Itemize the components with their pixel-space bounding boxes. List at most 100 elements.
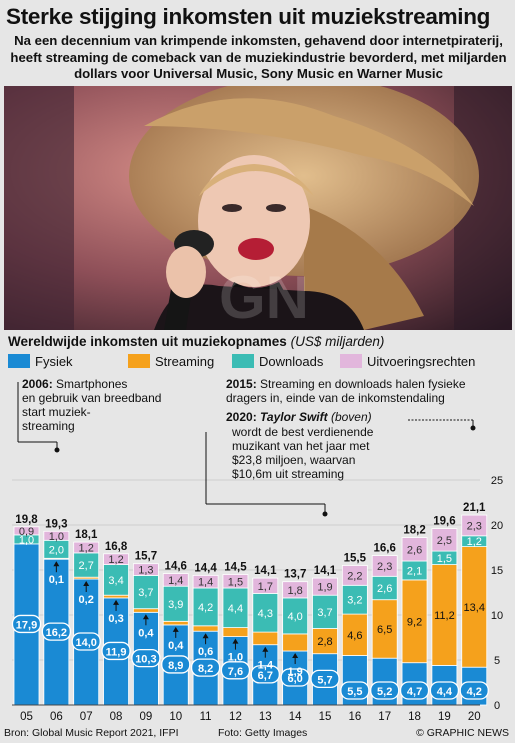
streaming-label-16: 4,6 — [347, 630, 362, 642]
legend-swatch-uitvoering — [340, 354, 362, 368]
total-label-09: 15,7 — [135, 551, 157, 563]
fysiek-label-15: 5,7 — [317, 674, 332, 686]
fysiek-label-05: 17,9 — [16, 619, 37, 631]
annotation-2006-line-1: en gebruik van breedband — [22, 391, 161, 405]
bar-uitvoering-16 — [341, 565, 368, 586]
singer-photo: GN — [4, 86, 512, 330]
uitvoering-label-09: 1,3 — [138, 565, 153, 577]
downloads-label-11: 4,2 — [198, 602, 213, 614]
bar-streaming-12 — [222, 627, 249, 638]
fysiek-pill-08 — [101, 641, 131, 661]
fysiek-pill-12 — [220, 661, 251, 680]
x-tick-05: 05 — [20, 711, 33, 723]
x-tick-13: 13 — [259, 711, 272, 723]
streaming-arrow-09 — [142, 614, 149, 620]
fysiek-pill-09 — [131, 648, 161, 668]
bar-uitvoering-07 — [73, 541, 100, 554]
streaming-arrow-10 — [172, 626, 179, 632]
x-tick-09: 09 — [140, 711, 153, 723]
streaming-label-20: 13,4 — [464, 602, 485, 614]
y-tick-25: 25 — [491, 475, 503, 487]
brand-credit: © GRAPHIC NEWS — [416, 727, 509, 739]
annotation-2006-dot — [54, 447, 60, 453]
uitvoering-label-10: 1,4 — [168, 575, 183, 587]
uitvoering-label-20: 2,3 — [467, 520, 482, 532]
fysiek-label-18: 4,7 — [407, 686, 422, 698]
fysiek-label-14: 6,0 — [288, 673, 303, 685]
fysiek-label-17: 5,2 — [377, 686, 392, 698]
total-label-17: 16,6 — [374, 543, 396, 555]
streaming-arrow-12 — [232, 638, 239, 644]
downloads-label-05: 1,0 — [19, 534, 34, 546]
total-label-11: 14,4 — [194, 562, 217, 574]
fysiek-pill-20 — [459, 681, 489, 700]
bar-streaming-11 — [192, 625, 219, 632]
annotation-2020-line-2: $23,8 miljoen, waarvan — [232, 453, 355, 467]
downloads-label-15: 3,7 — [317, 607, 332, 619]
bar-uitvoering-19 — [431, 528, 458, 552]
downloads-label-10: 3,9 — [168, 599, 183, 611]
uitvoering-label-13: 1,7 — [258, 581, 273, 593]
fysiek-label-10: 8,9 — [168, 660, 183, 672]
annotation-2006-line-2: start muziek- — [22, 405, 91, 419]
legend-item-fysiek: Fysiek — [8, 354, 73, 369]
fysiek-pill-13 — [250, 665, 280, 684]
bar-streaming-10 — [162, 620, 189, 626]
fysiek-label-07: 14,0 — [75, 637, 96, 649]
streaming-label-12: 1,0 — [228, 652, 243, 664]
streaming-label-15: 2,8 — [317, 636, 332, 648]
downloads-label-09: 3,7 — [138, 587, 153, 599]
total-label-19: 19,6 — [433, 516, 455, 528]
total-label-10: 14,6 — [165, 561, 187, 573]
uitvoering-label-19: 2,5 — [437, 535, 452, 547]
bar-streaming-08 — [103, 594, 129, 599]
chart-title: Wereldwijde inkomsten uit muziekopnames … — [8, 334, 384, 349]
total-label-07: 18,1 — [75, 529, 98, 541]
bar-uitvoering-20 — [461, 514, 488, 537]
bar-streaming-14 — [282, 633, 309, 652]
fysiek-label-08: 11,9 — [106, 646, 127, 658]
fysiek-pill-18 — [399, 681, 430, 700]
bar-uitvoering-09 — [132, 563, 159, 576]
fysiek-label-12: 7,6 — [228, 666, 243, 678]
streaming-label-17: 6,5 — [377, 624, 392, 636]
bar-uitvoering-05 — [13, 526, 40, 536]
bar-streaming-13 — [252, 631, 279, 646]
annotation-2015-dot — [322, 511, 328, 517]
total-label-13: 14,1 — [254, 565, 277, 577]
downloads-label-07: 2,7 — [79, 560, 94, 572]
total-label-18: 18,2 — [403, 525, 425, 537]
y-tick-5: 5 — [494, 655, 500, 667]
bar-uitvoering-11 — [192, 574, 219, 589]
bar-uitvoering-14 — [282, 581, 309, 599]
bar-uitvoering-12 — [222, 574, 249, 589]
bar-uitvoering-18 — [401, 537, 428, 562]
legend-label-uitvoering: Uitvoeringsrechten — [367, 354, 476, 369]
stacked-bar-chart: 051015202517,91,00,919,80516,20,12,01,01… — [11, 377, 503, 723]
bar-uitvoering-13 — [252, 577, 279, 594]
fysiek-label-11: 8,2 — [198, 663, 213, 675]
downloads-label-17: 2,6 — [377, 583, 392, 595]
x-tick-14: 14 — [289, 711, 302, 723]
page-subtitle: Na een decennium van krimpende inkomsten… — [10, 33, 507, 81]
legend-item-uitvoering: Uitvoeringsrechten — [340, 354, 475, 369]
total-label-15: 14,1 — [314, 565, 337, 577]
streaming-label-07: 0,2 — [79, 594, 94, 606]
streaming-arrow-11 — [202, 633, 209, 639]
x-tick-17: 17 — [378, 711, 391, 723]
source-note: Bron: Global Music Report 2021, IFPI — [4, 727, 179, 739]
streaming-label-19: 11,2 — [434, 610, 455, 622]
bar-uitvoering-08 — [103, 553, 129, 566]
streaming-label-06: 0,1 — [49, 574, 64, 586]
downloads-label-13: 4,3 — [258, 608, 273, 620]
total-label-08: 16,8 — [105, 541, 128, 553]
x-tick-16: 16 — [348, 711, 361, 723]
total-label-05: 19,8 — [15, 514, 38, 526]
fysiek-label-09: 10,3 — [135, 654, 156, 666]
uitvoering-label-16: 2,2 — [347, 570, 362, 582]
x-tick-08: 08 — [110, 711, 123, 723]
bar-streaming-09 — [132, 608, 159, 613]
legend-swatch-streaming — [128, 354, 150, 368]
streaming-arrow-08 — [113, 599, 120, 605]
y-tick-0: 0 — [494, 700, 500, 712]
